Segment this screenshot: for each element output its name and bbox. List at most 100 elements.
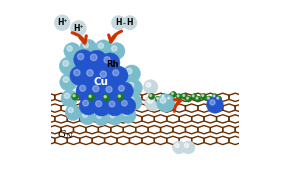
- Circle shape: [177, 95, 179, 97]
- Circle shape: [171, 93, 173, 94]
- Circle shape: [71, 21, 86, 36]
- Circle shape: [212, 94, 218, 100]
- Circle shape: [89, 82, 108, 101]
- Circle shape: [60, 74, 77, 91]
- Circle shape: [64, 43, 81, 59]
- Circle shape: [216, 96, 222, 102]
- Circle shape: [65, 105, 81, 120]
- Circle shape: [148, 93, 155, 99]
- Text: G: G: [58, 130, 66, 139]
- Circle shape: [80, 39, 97, 56]
- Circle shape: [109, 66, 128, 85]
- Circle shape: [55, 15, 70, 30]
- Circle shape: [182, 93, 188, 99]
- Circle shape: [182, 141, 195, 154]
- Circle shape: [103, 94, 110, 101]
- Circle shape: [80, 85, 86, 91]
- Circle shape: [160, 97, 166, 103]
- Circle shape: [191, 94, 197, 100]
- Circle shape: [87, 70, 93, 76]
- Text: H⁺: H⁺: [57, 18, 68, 27]
- Circle shape: [192, 95, 194, 97]
- Circle shape: [146, 82, 151, 87]
- Circle shape: [166, 96, 173, 102]
- Circle shape: [201, 93, 206, 99]
- Circle shape: [118, 97, 136, 115]
- Circle shape: [157, 94, 175, 112]
- Circle shape: [63, 77, 69, 82]
- Text: H: H: [115, 18, 122, 27]
- Circle shape: [95, 40, 112, 57]
- Circle shape: [109, 101, 115, 107]
- Circle shape: [150, 94, 152, 96]
- Circle shape: [123, 65, 140, 82]
- Circle shape: [108, 43, 125, 59]
- Circle shape: [196, 97, 198, 99]
- Circle shape: [97, 113, 102, 118]
- Circle shape: [94, 111, 109, 126]
- Text: Cu: Cu: [94, 77, 109, 87]
- Circle shape: [184, 143, 188, 148]
- Circle shape: [145, 95, 160, 111]
- Circle shape: [213, 95, 215, 97]
- Circle shape: [92, 97, 111, 116]
- Circle shape: [100, 71, 106, 77]
- Circle shape: [98, 43, 104, 48]
- Circle shape: [93, 86, 99, 92]
- Circle shape: [128, 82, 134, 88]
- Circle shape: [123, 16, 137, 29]
- Circle shape: [72, 93, 79, 100]
- Circle shape: [161, 94, 167, 100]
- Circle shape: [148, 98, 153, 103]
- Circle shape: [115, 82, 133, 100]
- Circle shape: [73, 95, 75, 97]
- Circle shape: [104, 57, 110, 63]
- Circle shape: [96, 101, 102, 107]
- Circle shape: [83, 100, 88, 106]
- Circle shape: [64, 93, 70, 98]
- Circle shape: [122, 100, 127, 106]
- Text: N: N: [65, 132, 72, 140]
- Circle shape: [88, 94, 95, 101]
- Circle shape: [106, 98, 124, 116]
- Circle shape: [210, 100, 215, 105]
- Circle shape: [74, 70, 80, 76]
- Circle shape: [183, 94, 185, 96]
- Circle shape: [206, 97, 223, 113]
- Circle shape: [76, 82, 95, 101]
- Circle shape: [170, 91, 176, 98]
- Circle shape: [217, 97, 219, 99]
- Circle shape: [119, 85, 124, 91]
- Circle shape: [185, 96, 191, 102]
- Circle shape: [123, 110, 128, 115]
- Circle shape: [126, 68, 132, 74]
- Circle shape: [83, 43, 88, 48]
- Circle shape: [90, 54, 97, 61]
- Circle shape: [102, 83, 122, 102]
- Circle shape: [113, 70, 119, 76]
- Circle shape: [202, 94, 204, 96]
- Circle shape: [106, 86, 112, 92]
- Circle shape: [104, 96, 106, 98]
- Circle shape: [110, 113, 115, 118]
- Circle shape: [79, 97, 97, 115]
- Circle shape: [70, 66, 90, 85]
- Text: H⁺: H⁺: [73, 24, 84, 33]
- Circle shape: [100, 53, 120, 73]
- Circle shape: [83, 112, 88, 117]
- Circle shape: [68, 108, 73, 113]
- Circle shape: [195, 96, 201, 102]
- Circle shape: [77, 53, 84, 60]
- Circle shape: [118, 95, 121, 97]
- Circle shape: [87, 50, 107, 71]
- Circle shape: [206, 96, 212, 102]
- Text: Rh: Rh: [107, 60, 119, 69]
- Circle shape: [67, 46, 72, 51]
- Circle shape: [117, 94, 124, 101]
- Circle shape: [120, 107, 136, 123]
- Circle shape: [156, 97, 158, 99]
- Circle shape: [128, 97, 134, 102]
- Circle shape: [83, 66, 103, 86]
- Circle shape: [111, 46, 117, 51]
- Text: H: H: [127, 18, 133, 27]
